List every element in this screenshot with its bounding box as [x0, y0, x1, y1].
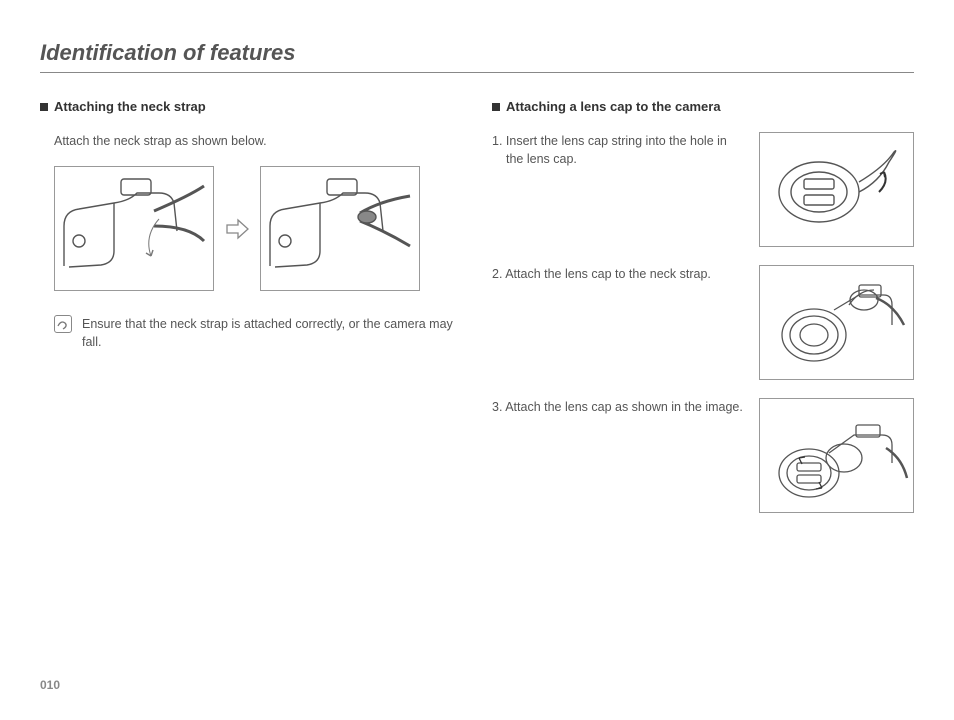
left-intro: Attach the neck strap as shown below. [54, 132, 462, 150]
step-1-text: 1. Insert the lens cap string into the h… [492, 132, 747, 247]
left-heading-text: Attaching the neck strap [54, 99, 206, 114]
note-block: Ensure that the neck strap is attached c… [54, 315, 462, 351]
page-title: Identification of features [40, 40, 914, 73]
note-icon [54, 315, 72, 333]
figure-neckstrap-2 [260, 166, 420, 291]
step-3-text: 3. Attach the lens cap as shown in the i… [492, 398, 747, 513]
figure-lenscap-neckstrap [759, 265, 914, 380]
left-column: Attaching the neck strap Attach the neck… [40, 99, 462, 531]
left-figure-row [54, 166, 462, 291]
right-heading-text: Attaching a lens cap to the camera [506, 99, 721, 114]
figure-neckstrap-1 [54, 166, 214, 291]
step-1: 1. Insert the lens cap string into the h… [492, 132, 914, 247]
step-2: 2. Attach the lens cap to the neck strap… [492, 265, 914, 380]
right-heading: Attaching a lens cap to the camera [492, 99, 914, 114]
step-2-text: 2. Attach the lens cap to the neck strap… [492, 265, 747, 380]
step-3: 3. Attach the lens cap as shown in the i… [492, 398, 914, 513]
square-bullet-icon [492, 103, 500, 111]
arrow-right-icon [224, 216, 250, 242]
square-bullet-icon [40, 103, 48, 111]
page-number: 010 [40, 678, 60, 692]
right-column: Attaching a lens cap to the camera 1. In… [492, 99, 914, 531]
figure-lenscap-attached [759, 398, 914, 513]
note-text: Ensure that the neck strap is attached c… [82, 315, 462, 351]
left-heading: Attaching the neck strap [40, 99, 462, 114]
figure-lenscap-string [759, 132, 914, 247]
content-columns: Attaching the neck strap Attach the neck… [40, 99, 914, 531]
